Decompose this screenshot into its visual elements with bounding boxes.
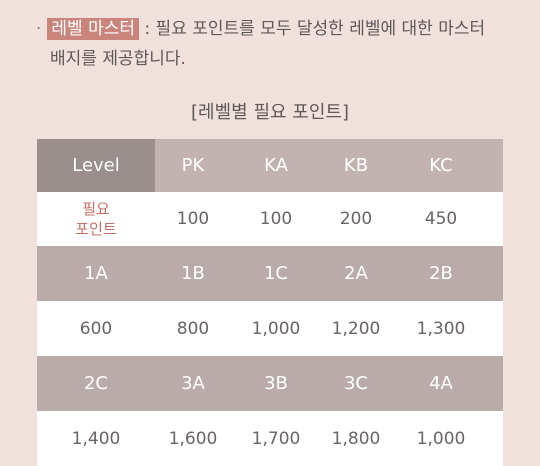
table-cell: 1,700 — [251, 428, 301, 449]
bullet-dot: · — [36, 19, 42, 39]
description-line-2: 배지를 제공합니다. — [50, 49, 186, 69]
table-header-row: Level PK KA KB KC — [37, 139, 503, 192]
table-cell: 450 — [424, 209, 458, 229]
table-row: 1,400 1,600 1,700 1,800 1,000 — [37, 411, 503, 466]
level-points-table: Level PK KA KB KC 필요 포인트 100 100 200 450… — [37, 139, 503, 466]
description-line-1: : 필요 포인트를 모두 달성한 레벨에 대한 마스터 — [139, 19, 486, 39]
table-cell: 1,400 — [71, 428, 121, 449]
header-cell: KA — [264, 155, 288, 176]
table-cell: 1,300 — [416, 318, 466, 339]
table-cell: 100 — [176, 209, 210, 229]
level-master-description: · 레벨 마스터 : 필요 포인트를 모두 달성한 레벨에 대한 마스터 배지를 … — [36, 14, 506, 74]
table-row: 필요 포인트 100 100 200 450 — [37, 192, 503, 246]
header-cell: Level — [37, 139, 155, 192]
table-cell: 200 — [339, 209, 373, 229]
table-cell: 800 — [176, 318, 210, 339]
required-points-label-text: 필요 포인트 — [75, 200, 117, 238]
level-cell: 3C — [343, 373, 369, 394]
header-cell: KC — [429, 155, 453, 176]
level-cell: 3A — [181, 373, 205, 394]
table-cell: 1,600 — [168, 428, 218, 449]
table-cell: 1,200 — [331, 318, 381, 339]
table-title: [레벨별 필요 포인트] — [191, 102, 349, 123]
table-row: 1A 1B 1C 2A 2B — [37, 246, 503, 301]
table-cell: 1,000 — [251, 318, 301, 339]
level-master-highlight: 레벨 마스터 — [47, 18, 140, 40]
level-cell: 2B — [429, 263, 453, 284]
level-cell: 1C — [263, 263, 289, 284]
table-row: 600 800 1,000 1,200 1,300 — [37, 301, 503, 356]
level-cell: 1B — [181, 263, 205, 284]
level-cell: 4A — [429, 373, 453, 394]
table-row: 2C 3A 3B 3C 4A — [37, 356, 503, 411]
table-cell: 1,800 — [331, 428, 381, 449]
table-cell: 1,000 — [416, 428, 466, 449]
level-cell: 2C — [83, 373, 109, 394]
level-cell: 2A — [344, 263, 368, 284]
table-cell: 600 — [79, 318, 113, 339]
level-cell: 3B — [264, 373, 288, 394]
header-cell: KB — [343, 155, 369, 176]
header-cell: PK — [181, 155, 205, 176]
table-cell: 100 — [259, 209, 293, 229]
required-points-label: 필요 포인트 — [37, 192, 155, 246]
level-cell: 1A — [84, 263, 108, 284]
